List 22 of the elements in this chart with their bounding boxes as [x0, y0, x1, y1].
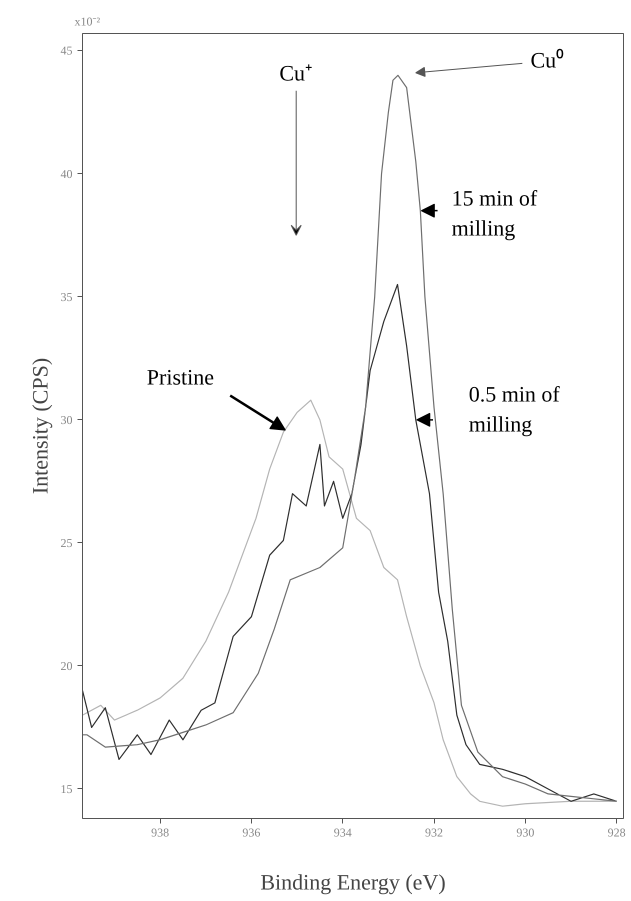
y-tick-label: 35	[60, 290, 72, 304]
y-tick-label: 30	[60, 412, 72, 427]
annotation: 15 min of milling	[452, 186, 538, 241]
line-series	[82, 284, 618, 802]
text: x10⁻²	[74, 14, 100, 28]
x-tick-label: 932	[425, 826, 444, 840]
annotation: Cu⁺	[279, 60, 312, 86]
y-axis-title: Intensity (CPS)	[28, 358, 52, 494]
x-tick-label: 928	[608, 826, 626, 840]
y-tick-label: 20	[60, 658, 72, 673]
x-tick-label: 934	[334, 826, 352, 840]
annotation: Cu⁰	[530, 48, 564, 73]
x-tick-label: 936	[242, 826, 260, 840]
x-axis-title: Binding Energy (eV)	[260, 870, 446, 894]
x-tick-label: 930	[516, 826, 534, 840]
annotation: 0.5 min of milling	[468, 381, 560, 436]
annotation: Pristine	[146, 364, 214, 390]
y-tick-label: 15	[60, 782, 72, 796]
y-tick-label: 40	[60, 166, 72, 181]
x-tick-label: 938	[151, 826, 170, 840]
y-tick-label: 45	[60, 44, 72, 58]
y-tick-label: 25	[60, 536, 72, 550]
